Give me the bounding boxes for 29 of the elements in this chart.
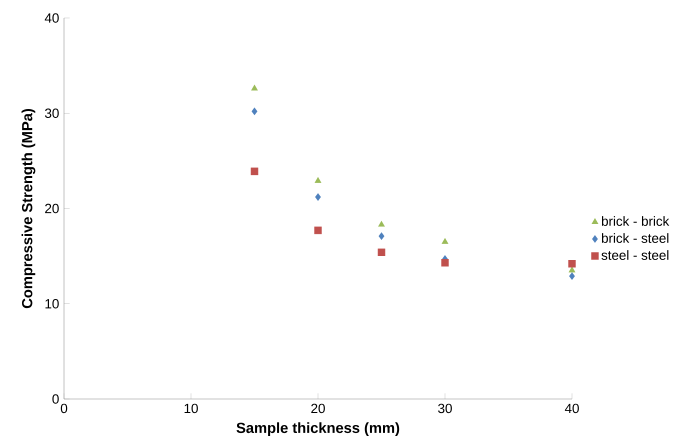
y-tick-label: 0 (52, 394, 59, 404)
x-tick-label: 10 (184, 404, 198, 414)
x-axis-title: Sample thickness (mm) (236, 422, 400, 436)
y-tick-label: 10 (45, 299, 59, 308)
point (378, 232, 384, 240)
y-axis-title: Compressive Strength (MPa) (22, 108, 36, 308)
legend-label: brick - brick (602, 216, 670, 226)
legend-label: steel - steel (601, 250, 668, 260)
point (442, 238, 448, 244)
point (314, 226, 322, 234)
x-tick-label: 20 (311, 404, 325, 414)
x-tick-label: 0 (60, 404, 68, 414)
point (568, 260, 576, 268)
x-tick-label: 40 (564, 404, 579, 414)
x-tick-label: 30 (438, 404, 452, 414)
point (315, 193, 321, 201)
point (314, 177, 322, 183)
point (252, 108, 258, 116)
point (569, 272, 575, 280)
point (378, 220, 385, 227)
legend-label: brick - steel (602, 233, 668, 243)
y-tick-label: 20 (45, 204, 59, 214)
point (568, 266, 576, 272)
y-tick-label: 40 (44, 13, 59, 23)
point (251, 84, 258, 90)
point (250, 168, 258, 176)
y-tick-label: 30 (44, 108, 59, 118)
point (378, 248, 386, 256)
point (441, 259, 449, 267)
